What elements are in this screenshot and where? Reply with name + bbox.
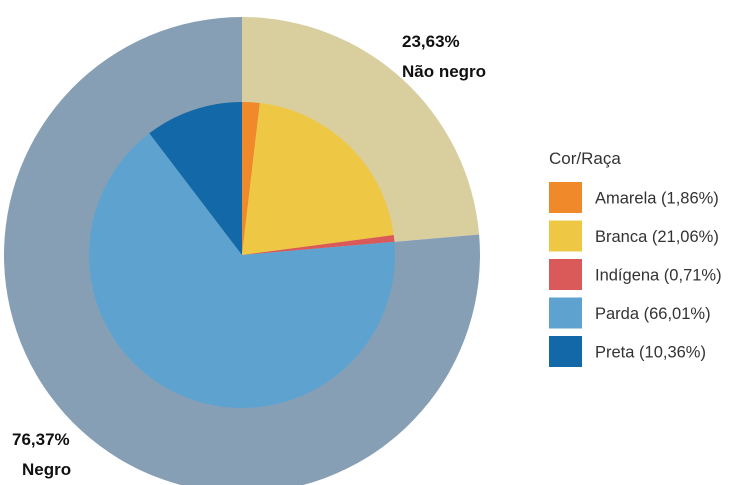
inner-slice-branca-21-06 bbox=[242, 103, 394, 255]
legend-label-amarela: Amarela (1,86%) bbox=[595, 190, 719, 208]
legend-swatch-amarela bbox=[549, 182, 582, 213]
outer-label-nao-negro-percent: 23,63% bbox=[402, 32, 460, 51]
inner-pie bbox=[88, 101, 395, 409]
inner-slice-parda-66-01 bbox=[88, 133, 395, 409]
legend-swatch-indigena bbox=[549, 259, 582, 290]
legend-label-branca: Branca (21,06%) bbox=[595, 228, 719, 246]
inner-slice-amarela-1-86 bbox=[242, 101, 260, 255]
legend-swatch-branca bbox=[549, 220, 582, 252]
legend-label-indigena: Indígena (0,71%) bbox=[595, 267, 722, 285]
inner-slice-indigena-0-71 bbox=[242, 235, 395, 255]
outer-label-nao-negro-name: Não negro bbox=[402, 62, 486, 81]
legend-label-parda: Parda (66,01%) bbox=[595, 305, 711, 323]
outer-ring-labels: 23,63% Não negro 76,37% Negro bbox=[12, 32, 486, 479]
legend-swatch-preta bbox=[549, 336, 582, 367]
legend-label-preta: Preta (10,36%) bbox=[595, 344, 706, 362]
inner-slice-preta-10-36 bbox=[149, 102, 242, 255]
legend-title: Cor/Raça bbox=[549, 149, 621, 168]
legend-swatch-parda bbox=[549, 297, 582, 329]
outer-label-negro-name: Negro bbox=[22, 460, 71, 479]
legend: Cor/Raça Amarela (1,86%) Branca (21,06%) I… bbox=[549, 149, 722, 367]
outer-label-negro-percent: 76,37% bbox=[12, 430, 70, 449]
